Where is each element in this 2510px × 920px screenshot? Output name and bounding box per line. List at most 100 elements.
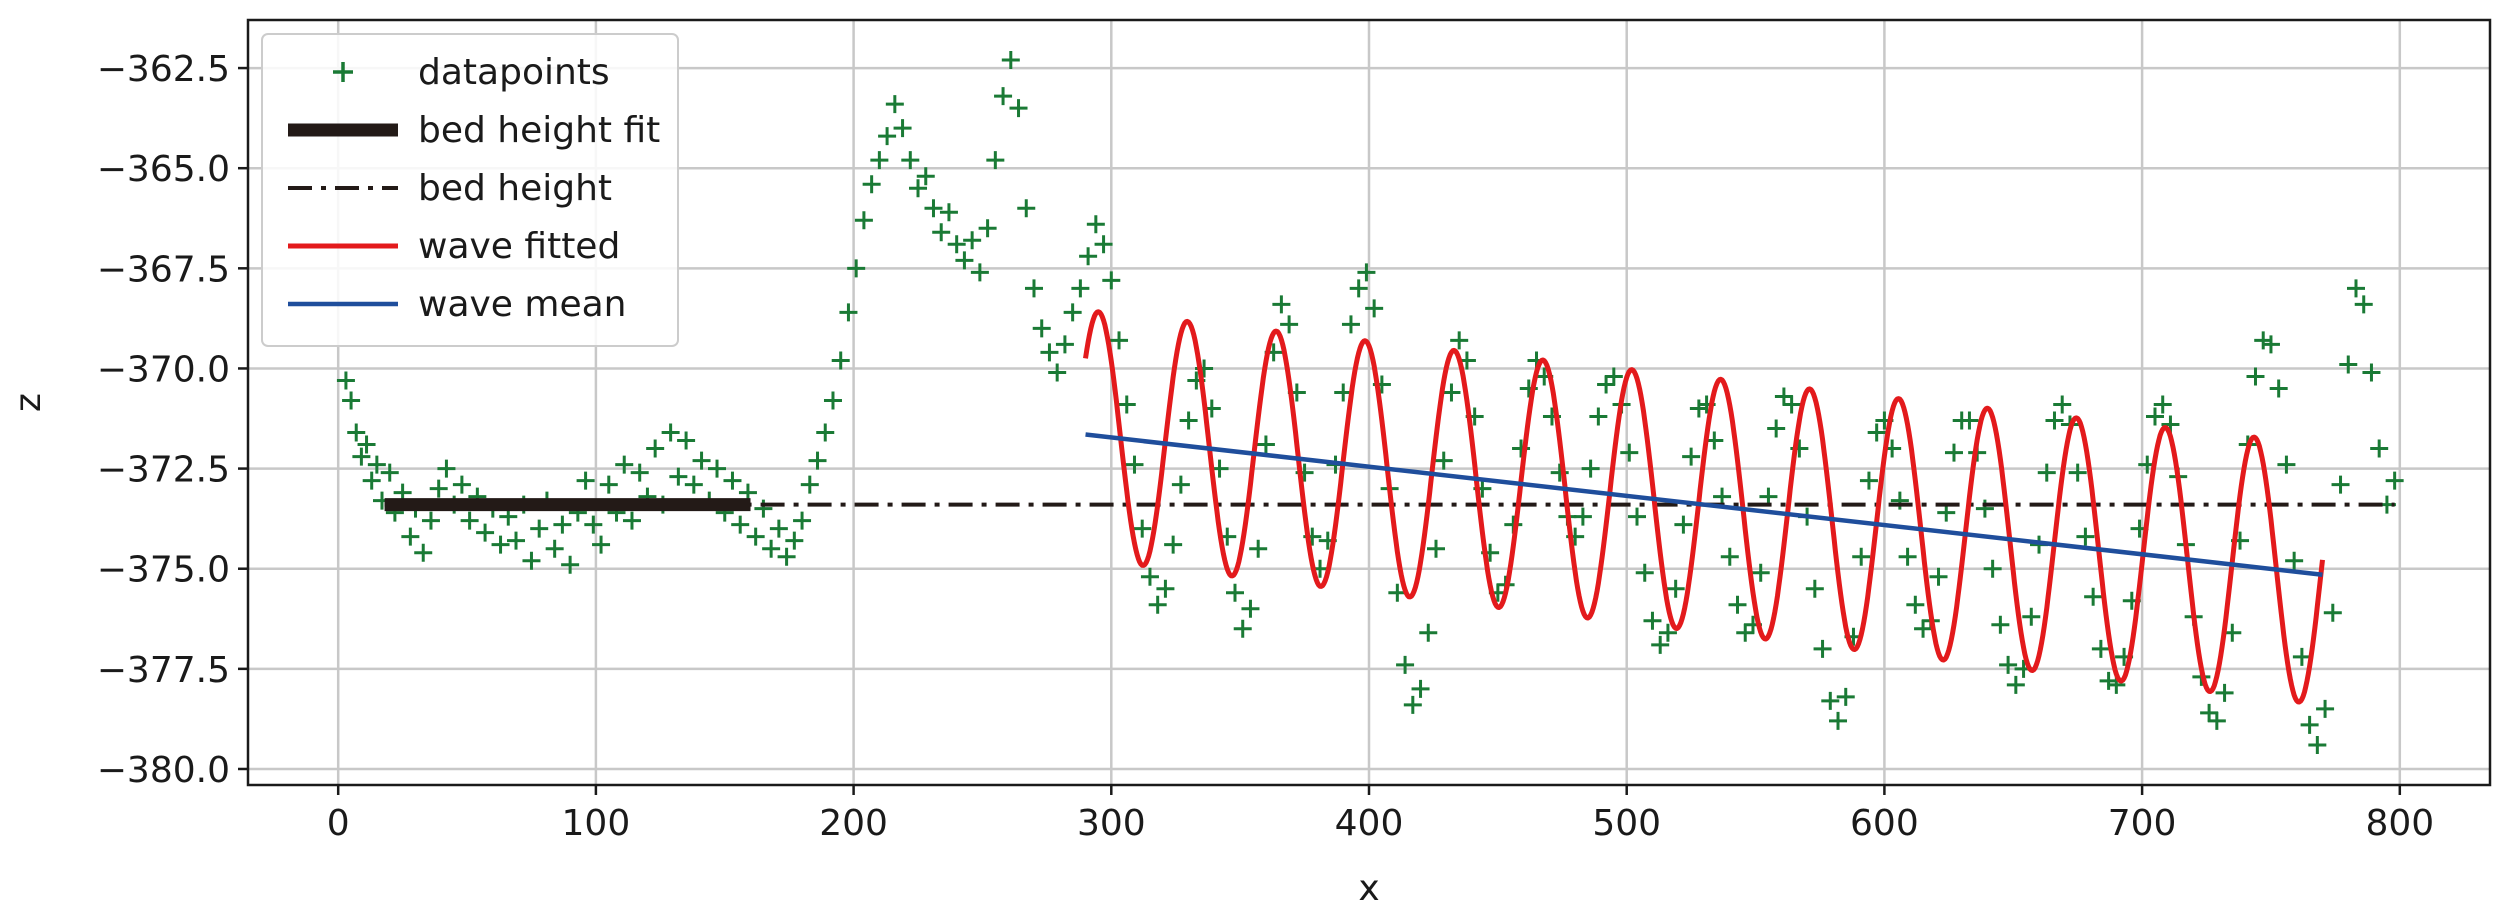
datapoint-marker xyxy=(1736,623,1755,642)
datapoint-marker xyxy=(1682,447,1701,466)
datapoint-marker xyxy=(963,231,982,250)
datapoint-marker xyxy=(1233,619,1252,638)
datapoint-marker xyxy=(2207,711,2226,730)
x-tick-label: 300 xyxy=(1077,803,1146,844)
datapoint-marker xyxy=(1357,263,1376,282)
datapoint-marker xyxy=(1713,487,1732,506)
datapoint-marker xyxy=(1179,411,1198,430)
datapoint-marker xyxy=(2308,735,2327,754)
datapoint-marker xyxy=(615,455,634,474)
datapoint-marker xyxy=(893,119,912,138)
legend-entry-wave-fitted: wave fitted xyxy=(288,226,620,267)
datapoint-marker xyxy=(708,459,727,478)
y-axis-label: z xyxy=(8,393,49,412)
legend-label: datapoints xyxy=(418,52,610,93)
x-tick-label: 0 xyxy=(327,803,350,844)
datapoint-marker xyxy=(947,235,966,254)
datapoint-marker xyxy=(1125,455,1144,474)
datapoint-marker xyxy=(2053,395,2072,414)
datapoint-marker xyxy=(1805,579,1824,598)
datapoint-marker xyxy=(2285,551,2304,570)
datapoint-marker xyxy=(1573,507,1592,526)
datapoint-marker xyxy=(646,439,665,458)
datapoint-marker xyxy=(576,471,595,490)
datapoint-marker xyxy=(362,471,381,490)
datapoint-marker xyxy=(854,211,873,230)
datapoint-marker xyxy=(2153,395,2172,414)
datapoint-marker xyxy=(1728,595,1747,614)
datapoint-marker xyxy=(1349,279,1368,298)
datapoint-marker xyxy=(553,515,572,534)
datapoint-marker xyxy=(684,475,703,494)
x-axis-label: x xyxy=(1358,868,1379,909)
datapoint-marker xyxy=(762,539,781,558)
legend-entry-wave-mean: wave mean xyxy=(288,284,627,325)
datapoint-marker xyxy=(1164,535,1183,554)
datapoint-marker xyxy=(1635,563,1654,582)
datapoint-marker xyxy=(545,539,564,558)
datapoint-marker xyxy=(2339,355,2358,374)
datapoint-marker xyxy=(2354,295,2373,314)
datapoint-marker xyxy=(1009,99,1028,118)
datapoint-marker xyxy=(1001,51,1020,70)
datapoint-marker xyxy=(816,423,835,442)
datapoint-marker xyxy=(1643,611,1662,630)
datapoint-marker xyxy=(808,451,827,470)
datapoint-marker xyxy=(1898,547,1917,566)
datapoint-marker xyxy=(1929,567,1948,586)
datapoint-marker xyxy=(1859,471,1878,490)
datapoint-marker xyxy=(1249,539,1268,558)
datapoint-marker xyxy=(1906,595,1925,614)
plot-area xyxy=(336,51,2404,754)
datapoint-marker xyxy=(994,87,1013,106)
datapoint-marker xyxy=(731,515,750,534)
datapoint-marker xyxy=(2316,699,2335,718)
datapoint-marker xyxy=(429,479,448,498)
datapoint-marker xyxy=(2269,379,2288,398)
datapoint-marker xyxy=(476,523,495,542)
y-tick-label: −367.5 xyxy=(97,249,230,290)
datapoint-marker xyxy=(336,371,355,390)
datapoint-marker xyxy=(1589,407,1608,426)
datapoint-marker xyxy=(2323,603,2342,622)
y-tick-label: −375.0 xyxy=(97,550,230,591)
datapoint-marker xyxy=(746,527,765,546)
datapoint-marker xyxy=(401,527,420,546)
datapoint-marker xyxy=(1017,199,1036,218)
datapoint-marker xyxy=(1071,279,1090,298)
datapoint-marker xyxy=(1388,583,1407,602)
datapoint-marker xyxy=(785,531,804,550)
datapoint-marker xyxy=(2261,335,2280,354)
legend-entry-datapoints: datapoints xyxy=(333,52,610,93)
datapoint-marker xyxy=(1140,567,1159,586)
datapoint-marker xyxy=(530,519,549,538)
datapoint-marker xyxy=(2145,407,2164,426)
datapoint-marker xyxy=(669,467,688,486)
datapoint-marker xyxy=(1156,579,1175,598)
legend-label: bed height xyxy=(418,168,612,209)
datapoint-marker xyxy=(1937,503,1956,522)
datapoint-marker xyxy=(2277,455,2296,474)
datapoint-marker xyxy=(491,535,510,554)
datapoint-marker xyxy=(2362,363,2381,382)
y-tick-label: −372.5 xyxy=(97,450,230,491)
datapoint-marker xyxy=(1341,315,1360,334)
datapoint-marker xyxy=(1148,595,1167,614)
datapoint-marker xyxy=(793,511,812,530)
datapoint-marker xyxy=(777,547,796,566)
datapoint-marker xyxy=(342,391,361,410)
datapoint-marker xyxy=(1403,695,1422,714)
datapoint-marker xyxy=(421,511,440,530)
datapoint-marker xyxy=(2254,331,2273,350)
datapoint-marker xyxy=(630,463,649,482)
datapoint-marker xyxy=(2022,607,2041,626)
datapoint-marker xyxy=(1094,235,1113,254)
datapoint-marker xyxy=(769,519,788,538)
datapoint-marker xyxy=(1867,423,1886,442)
datapoint-marker xyxy=(2084,587,2103,606)
datapoint-marker xyxy=(357,435,376,454)
datapoint-marker xyxy=(1442,383,1461,402)
datapoint-marker xyxy=(1813,639,1832,658)
datapoint-marker xyxy=(1914,619,1933,638)
datapoint-marker xyxy=(1280,315,1299,334)
